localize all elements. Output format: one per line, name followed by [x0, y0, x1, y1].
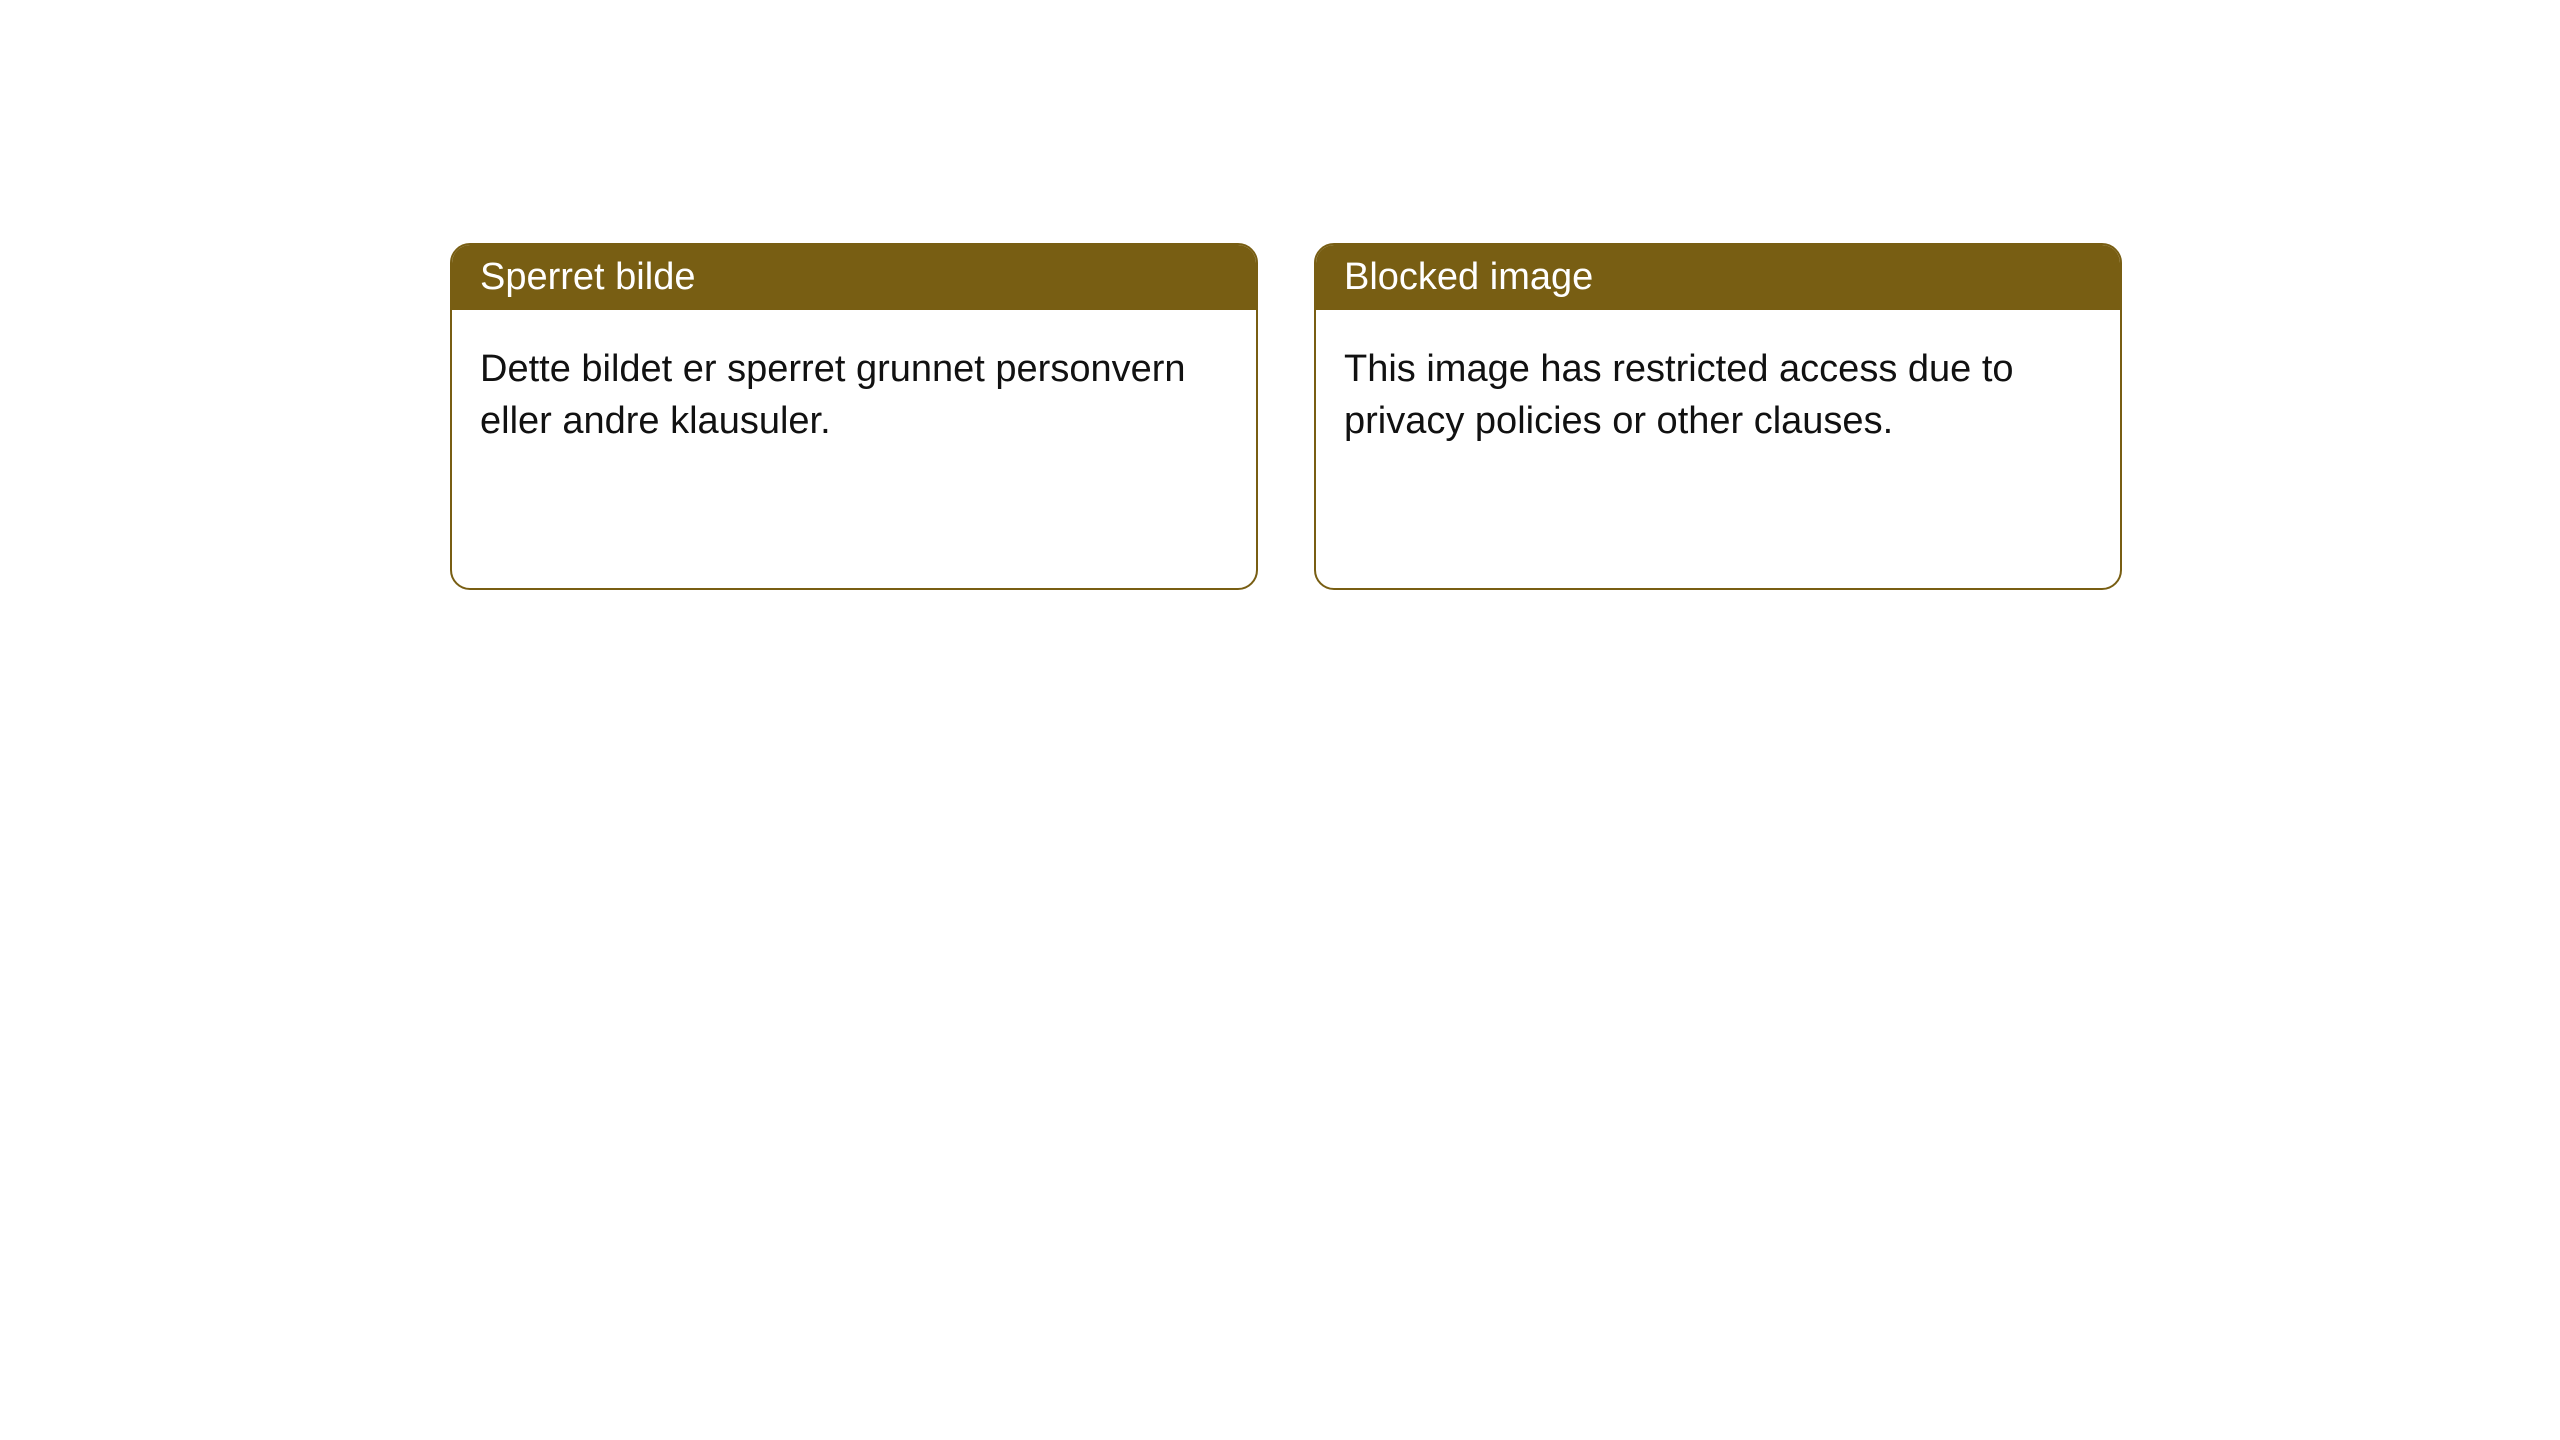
notice-cards-container: Sperret bilde Dette bildet er sperret gr…: [0, 0, 2560, 590]
notice-card-no: Sperret bilde Dette bildet er sperret gr…: [450, 243, 1258, 590]
notice-card-body: Dette bildet er sperret grunnet personve…: [452, 310, 1256, 588]
notice-card-en: Blocked image This image has restricted …: [1314, 243, 2122, 590]
notice-card-body: This image has restricted access due to …: [1316, 310, 2120, 588]
notice-card-header: Sperret bilde: [452, 245, 1256, 310]
notice-card-header: Blocked image: [1316, 245, 2120, 310]
